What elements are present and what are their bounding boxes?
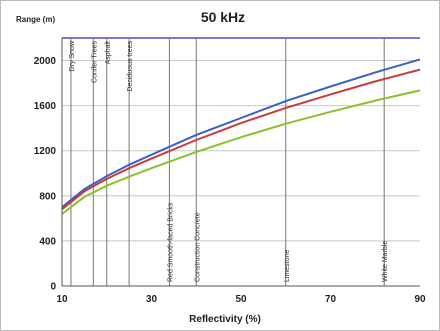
material-marker-label: Asphalt xyxy=(105,41,112,64)
x-tick-label: 90 xyxy=(414,294,426,305)
material-marker-label: Deciduous trees xyxy=(127,41,134,92)
y-tick-label: 1600 xyxy=(34,101,57,112)
y-tick-label: 0 xyxy=(50,282,56,293)
y-tick-label: 800 xyxy=(39,191,56,202)
x-tick-label: 30 xyxy=(146,294,158,305)
material-marker-label: Dry Snow xyxy=(69,40,76,71)
x-tick-label: 50 xyxy=(235,294,247,305)
material-marker-label: Construction Concrete xyxy=(194,212,201,282)
plot-area: 0 400 800 1200 1600 2000 10 30 50 70 90 Dry Snow Con… xyxy=(34,37,426,305)
material-marker-label: Limestone xyxy=(284,250,291,282)
x-tick-label: 70 xyxy=(325,294,337,305)
series-line-1 xyxy=(61,58,421,208)
chart-title: 50 kHz xyxy=(201,9,245,25)
series-line-3 xyxy=(61,89,421,215)
y-axis-label: Range (m) xyxy=(16,15,55,24)
material-marker-label: White Marble xyxy=(382,241,389,282)
y-tick-label: 400 xyxy=(39,236,56,247)
x-tick-label: 10 xyxy=(56,294,68,305)
y-tick-label: 1200 xyxy=(34,146,57,157)
y-tick-label: 2000 xyxy=(34,56,57,67)
x-axis-label: Reflectivity (%) xyxy=(189,314,261,325)
material-marker-label: Red Smooth-faced Bricks xyxy=(167,202,174,282)
series-line-2 xyxy=(61,68,421,211)
material-marker-label: Conifer Trees xyxy=(91,41,98,84)
